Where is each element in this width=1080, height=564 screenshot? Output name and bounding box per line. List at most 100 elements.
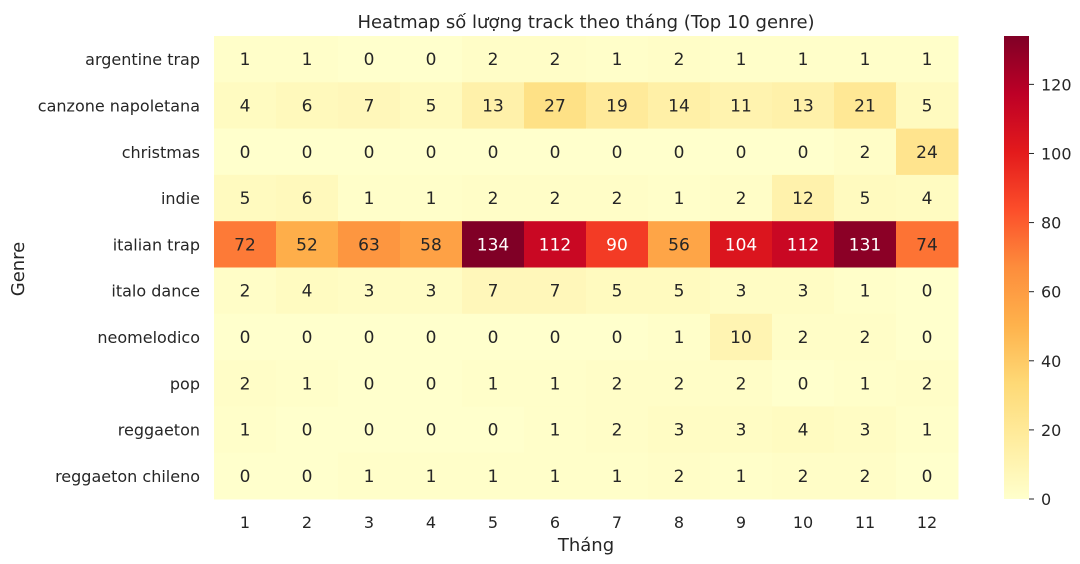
cell-value-label: 56 <box>668 235 690 255</box>
colorbar-tick-label: 40 <box>1041 352 1061 371</box>
heatmap-cell <box>772 267 835 315</box>
cell-value-label: 0 <box>426 421 437 441</box>
y-tick-label: indie <box>161 189 200 208</box>
cell-value-label: 4 <box>922 189 933 209</box>
x-tick-label: 10 <box>793 513 813 532</box>
cell-value-label: 2 <box>240 374 251 394</box>
cell-value-label: 0 <box>364 374 375 394</box>
cell-value-label: 2 <box>240 282 251 302</box>
cell-value-label: 1 <box>674 189 685 209</box>
heatmap-cell <box>834 82 897 130</box>
cell-value-label: 2 <box>736 189 747 209</box>
cell-value-label: 0 <box>302 467 313 487</box>
cell-value-label: 3 <box>860 421 871 441</box>
cell-value-label: 2 <box>674 374 685 394</box>
cell-value-label: 90 <box>606 235 628 255</box>
heatmap-cell <box>772 174 835 222</box>
heatmap-cell <box>710 174 773 222</box>
cell-value-label: 0 <box>550 143 561 163</box>
heatmap-cell <box>462 36 525 83</box>
heatmap-cell <box>338 313 401 361</box>
colorbar-tick-label: 120 <box>1041 75 1072 94</box>
heatmap-cell <box>462 452 525 500</box>
cell-value-label: 3 <box>736 421 747 441</box>
heatmap-cell <box>586 360 649 407</box>
cell-value-label: 1 <box>860 374 871 394</box>
cell-value-label: 2 <box>736 374 747 394</box>
cell-value-label: 0 <box>550 328 561 348</box>
x-tick-label: 4 <box>426 513 436 532</box>
cell-value-label: 1 <box>736 467 747 487</box>
heatmap-cell <box>276 128 339 176</box>
colorbar-tick-label: 0 <box>1041 490 1051 509</box>
heatmap-cell <box>462 313 525 361</box>
heatmap-cell <box>896 313 959 361</box>
cell-value-label: 1 <box>426 189 437 209</box>
y-tick-label: christmas <box>122 143 200 162</box>
y-tick-label: pop <box>170 374 200 393</box>
cell-value-label: 4 <box>302 282 313 302</box>
cell-value-label: 5 <box>426 96 437 116</box>
cell-value-label: 104 <box>725 235 757 255</box>
cell-value-label: 3 <box>426 282 437 302</box>
heatmap-cell <box>648 82 711 130</box>
cell-value-label: 3 <box>736 282 747 302</box>
cell-value-label: 0 <box>798 374 809 394</box>
heatmap-cell <box>214 36 277 83</box>
heatmap-cell <box>400 267 463 315</box>
cell-value-label: 3 <box>798 282 809 302</box>
cell-value-label: 74 <box>916 235 938 255</box>
cell-value-label: 2 <box>550 50 561 70</box>
y-tick-label: reggaeton <box>118 421 200 440</box>
heatmap-cell <box>834 360 897 407</box>
heatmap-cell <box>772 406 835 454</box>
heatmap-cell <box>524 174 587 222</box>
y-tick-label: italo dance <box>111 282 200 301</box>
cell-value-label: 0 <box>364 143 375 163</box>
y-tick-label: neomelodico <box>97 328 200 347</box>
cell-value-label: 10 <box>730 328 752 348</box>
heatmap-cell <box>586 452 649 500</box>
cell-value-label: 63 <box>358 235 380 255</box>
cell-value-label: 7 <box>488 282 499 302</box>
chart-title: Heatmap số lượng track theo tháng (Top 1… <box>357 12 814 33</box>
heatmap-cell <box>462 82 525 130</box>
heatmap-cell <box>586 406 649 454</box>
cell-value-label: 2 <box>860 143 871 163</box>
heatmap-cell <box>338 128 401 176</box>
cell-value-label: 0 <box>240 143 251 163</box>
cell-value-label: 2 <box>612 421 623 441</box>
heatmap-cell <box>586 174 649 222</box>
cell-value-label: 1 <box>550 421 561 441</box>
heatmap-cell <box>338 82 401 130</box>
heatmap-cell <box>214 267 277 315</box>
cell-value-label: 0 <box>426 328 437 348</box>
heatmap-cell <box>338 221 401 268</box>
colorbar-tick-label: 100 <box>1041 144 1072 163</box>
heatmap-cell <box>524 406 587 454</box>
cell-value-label: 0 <box>488 421 499 441</box>
x-tick-label: 11 <box>855 513 875 532</box>
cell-value-label: 1 <box>240 421 251 441</box>
cell-value-label: 1 <box>240 50 251 70</box>
cell-value-label: 0 <box>922 467 933 487</box>
heatmap-cell <box>834 452 897 500</box>
heatmap-cell <box>896 128 959 176</box>
cell-value-label: 5 <box>860 189 871 209</box>
y-tick-label: canzone napoletana <box>38 96 200 115</box>
heatmap-cell <box>276 221 339 268</box>
y-tick-labels: argentine trap canzone napoletana christma… <box>38 50 200 486</box>
cell-value-label: 0 <box>302 328 313 348</box>
cell-value-label: 0 <box>302 143 313 163</box>
heatmap-cell <box>834 406 897 454</box>
heatmap-cell <box>896 82 959 130</box>
heatmap-cell <box>400 221 463 268</box>
y-tick-label: italian trap <box>113 235 200 254</box>
cell-value-label: 5 <box>612 282 623 302</box>
cell-value-label: 21 <box>854 96 876 116</box>
cell-value-label: 58 <box>420 235 442 255</box>
colorbar: 0 20 40 60 80 100 120 <box>1004 36 1072 509</box>
heatmap-cell <box>524 267 587 315</box>
cell-value-label: 2 <box>798 328 809 348</box>
cell-value-label: 6 <box>302 189 313 209</box>
